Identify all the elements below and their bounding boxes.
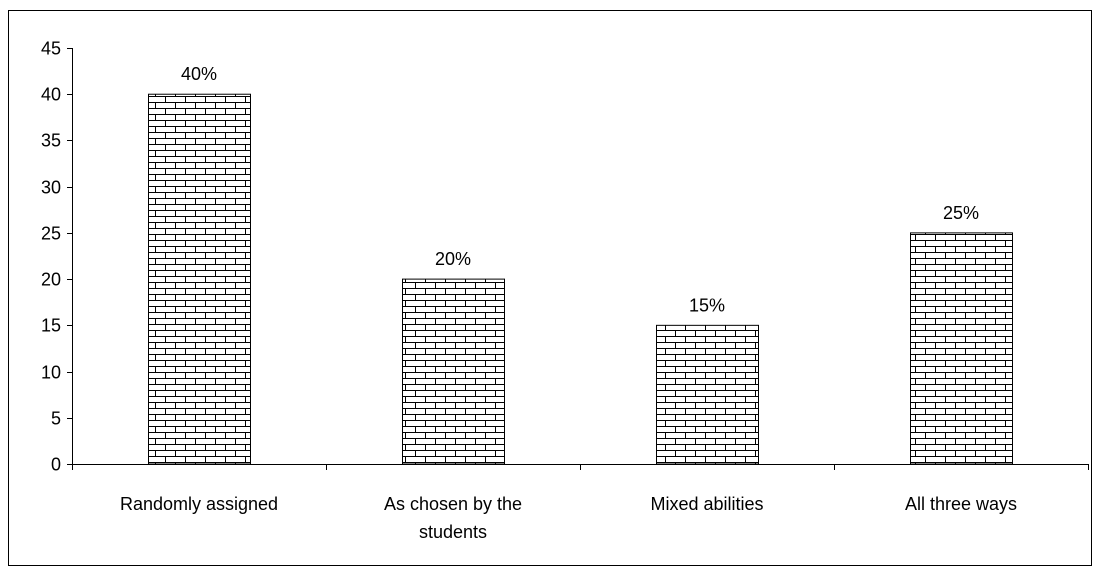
y-tick-label: 30 bbox=[41, 178, 61, 198]
bar-4 bbox=[910, 232, 1013, 465]
data-label-1: 40% bbox=[181, 64, 217, 84]
y-tick-label: 20 bbox=[41, 270, 61, 290]
y-tick-label: 15 bbox=[41, 316, 61, 336]
bar-2 bbox=[402, 278, 505, 465]
data-label-4: 25% bbox=[943, 203, 979, 223]
y-tick-label: 10 bbox=[41, 363, 61, 383]
y-tick-label: 45 bbox=[41, 39, 61, 59]
data-label-3: 15% bbox=[689, 295, 725, 315]
category-label-1: Randomly assigned bbox=[120, 494, 278, 514]
category-label-4: All three ways bbox=[905, 494, 1017, 514]
y-tick-label: 0 bbox=[51, 455, 61, 475]
category-label-2: students bbox=[419, 522, 487, 542]
y-tick-label: 5 bbox=[51, 409, 61, 429]
y-tick-label: 35 bbox=[41, 131, 61, 151]
bars bbox=[148, 93, 1013, 465]
y-tick-label: 40 bbox=[41, 85, 61, 105]
y-tick-label: 25 bbox=[41, 224, 61, 244]
category-label-3: Mixed abilities bbox=[650, 494, 763, 514]
bar-1 bbox=[148, 93, 251, 465]
bar-3 bbox=[656, 324, 759, 465]
data-label-2: 20% bbox=[435, 249, 471, 269]
category-label-2: As chosen by the bbox=[384, 494, 522, 514]
labels: 0 5 10 15 20 25 30 35 40 45 40% Randomly assigned 20… bbox=[41, 39, 1017, 543]
